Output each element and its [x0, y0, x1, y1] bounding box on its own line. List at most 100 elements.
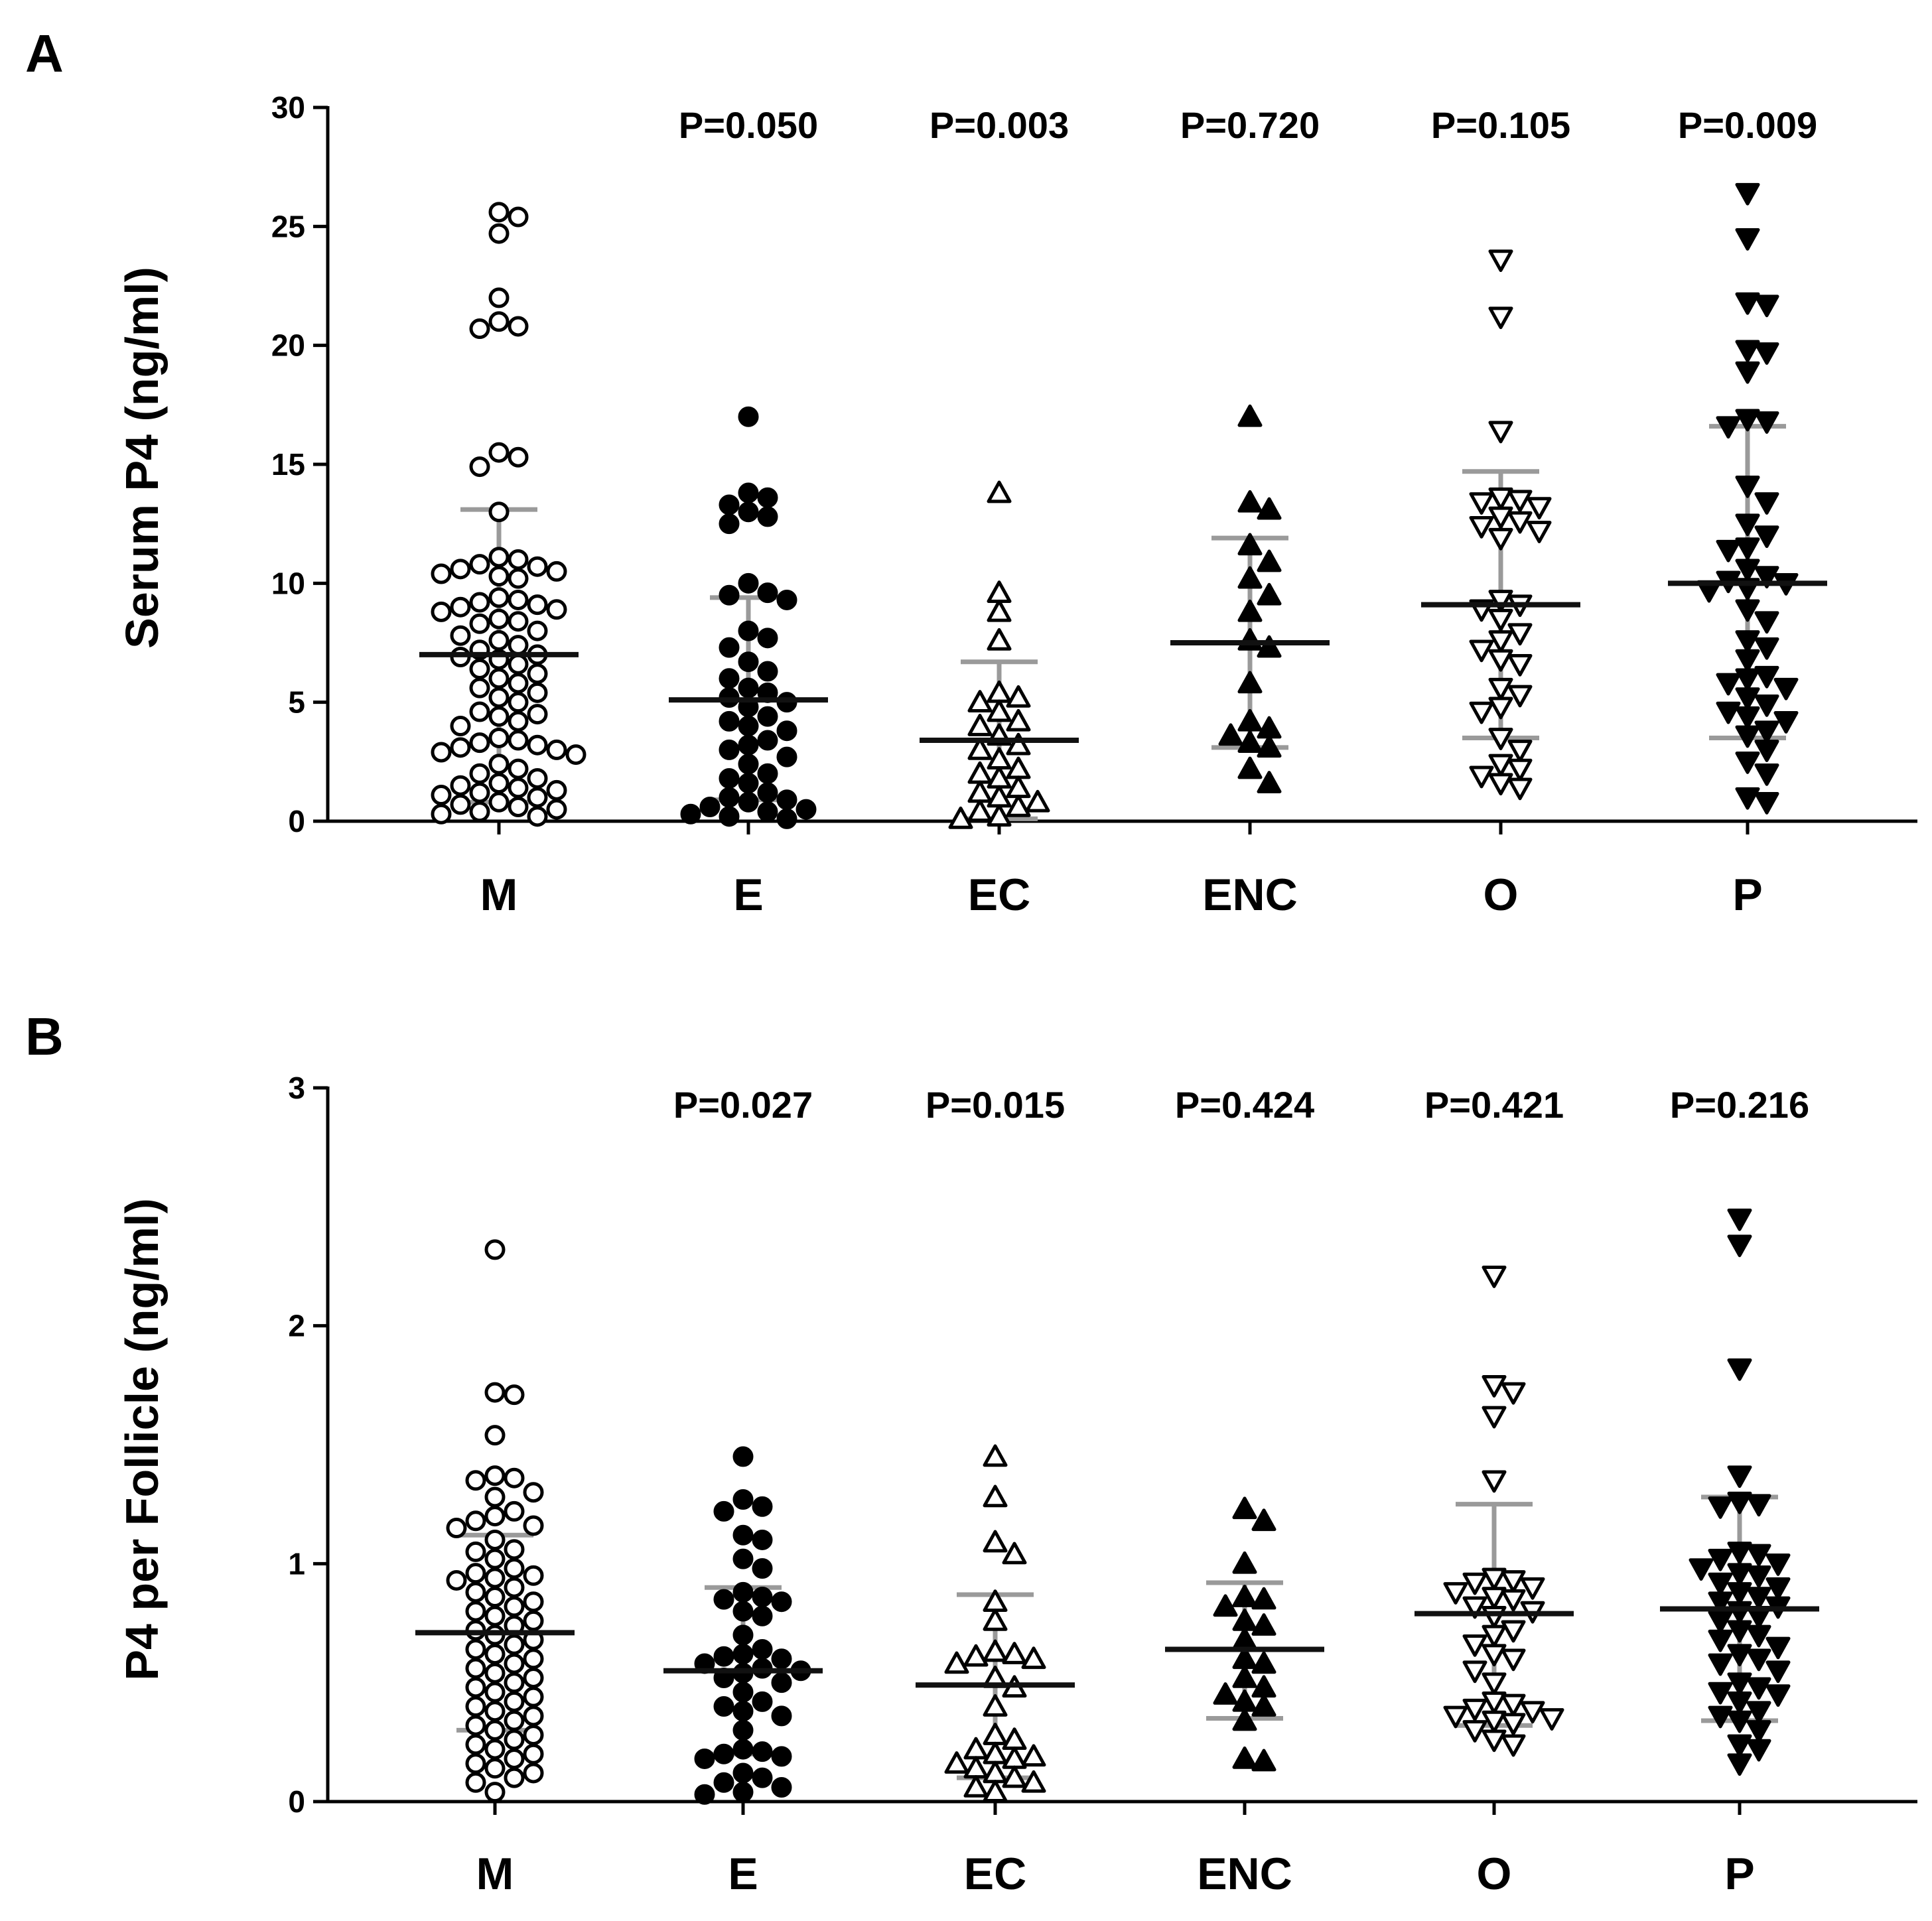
panel-a-y-tick-label: 20 — [271, 328, 305, 363]
panel-a-point-enc — [1257, 582, 1282, 606]
panel-a-point-enc — [1237, 628, 1263, 651]
panel-b-point-m — [465, 1734, 486, 1755]
panel-a-point-ec — [1006, 794, 1031, 817]
panel-b-point-e — [732, 1624, 754, 1646]
panel-a-point-o — [1488, 630, 1513, 653]
panel-a-point-m — [450, 794, 471, 815]
panel-b-point-o — [1482, 1691, 1507, 1714]
panel-a-point-ec — [967, 714, 993, 736]
panel-b-point-e — [771, 1648, 792, 1670]
panel-b-point-m — [523, 1565, 544, 1586]
panel-a-point-p — [1735, 649, 1760, 672]
panel-b-x-tick-label: E — [728, 1849, 758, 1899]
panel-b-point-p — [1727, 1563, 1752, 1586]
panel-a-point-m — [488, 754, 510, 775]
panel-a-point-m — [469, 677, 490, 698]
panel-a-point-o — [1507, 685, 1533, 708]
panel-b-x-tick-label: P — [1724, 1849, 1754, 1899]
panel-a-point-m — [527, 682, 548, 703]
panel-a-point-m — [508, 673, 529, 694]
panel-a-point-o — [1469, 701, 1494, 724]
panel-b-group-enc: ENC P=0.424 — [1165, 1084, 1324, 1899]
panel-a-point-ec — [967, 761, 993, 784]
panel-a-point-m — [450, 775, 471, 796]
panel-a-point-ec — [987, 599, 1012, 622]
panel-b-point-e — [732, 1489, 754, 1510]
panel-a-point-m — [488, 566, 510, 587]
panel-b-point-p — [1708, 1611, 1733, 1633]
panel-b-point-ec — [1002, 1765, 1027, 1788]
panel-b-point-e — [732, 1581, 754, 1603]
panel-b-point-o — [1482, 1375, 1507, 1398]
panel-a-point-m — [527, 620, 548, 641]
panel-b-point-o — [1501, 1620, 1526, 1643]
panel-a-y-tick-label: 30 — [271, 90, 305, 125]
panel-a-point-p — [1735, 752, 1760, 774]
panel-b-point-p — [1708, 1548, 1733, 1571]
panel-a-point-m — [546, 799, 567, 820]
panel-b-point-e — [713, 1743, 734, 1764]
panel-b-point-m — [504, 1710, 525, 1731]
panel-a-point-e — [738, 406, 759, 427]
panel-a-group-p: P P=0.009 — [1668, 104, 1827, 920]
panel-b-point-o — [1462, 1720, 1487, 1743]
panel-a-point-m — [488, 687, 510, 708]
panel-a-point-p — [1735, 292, 1760, 315]
panel-b-point-enc — [1232, 1496, 1257, 1520]
panel-a-point-m — [488, 587, 510, 608]
panel-a-point-p — [1735, 725, 1760, 748]
panel-b-point-ec — [983, 1639, 1008, 1662]
panel-a-point-e — [757, 487, 778, 508]
panel-a-point-ec — [987, 580, 1012, 603]
panel-b-point-o — [1462, 1596, 1487, 1619]
panel-b-point-m — [504, 1767, 525, 1788]
panel-a-point-m — [450, 596, 471, 618]
panel-a-point-e — [719, 710, 740, 732]
panel-b-pvalue-e: P=0.027 — [673, 1084, 813, 1126]
panel-b-point-m — [484, 1425, 506, 1446]
panel-b-point-p — [1746, 1544, 1771, 1567]
panel-a-point-o — [1488, 649, 1513, 672]
panel-a-point-m — [488, 727, 510, 748]
panel-a-point-ec — [987, 628, 1012, 651]
panel-a-point-ec — [948, 806, 973, 829]
panel-b-point-p — [1765, 1636, 1791, 1660]
panel-a-point-m — [508, 206, 529, 228]
panel-a-point-e — [738, 572, 759, 594]
panel-a-point-o — [1488, 506, 1513, 529]
panel-b-point-o — [1482, 1605, 1507, 1628]
panel-a-point-m — [508, 710, 529, 732]
panel-a-point-enc — [1218, 723, 1243, 746]
panel-b-point-p — [1727, 1582, 1752, 1605]
panel-b-point-o — [1482, 1266, 1507, 1288]
panel-a-point-ec — [987, 480, 1012, 503]
panel-b-point-p — [1708, 1682, 1733, 1705]
panel-b-point-ec — [1021, 1646, 1046, 1670]
panel-b-point-p — [1727, 1491, 1752, 1514]
panel-a-y-tick-label: 25 — [271, 209, 305, 243]
panel-a-point-m — [488, 442, 510, 463]
panel-a-point-enc — [1237, 566, 1263, 589]
panel-a-point-p — [1735, 361, 1760, 384]
panel-a-point-o — [1507, 623, 1533, 646]
panel-a-point-p — [1754, 566, 1779, 589]
panel-a-point-p — [1716, 673, 1741, 696]
panel-a-point-m — [488, 223, 510, 244]
panel-a-point-m — [546, 739, 567, 760]
panel-a-point-e — [738, 677, 759, 698]
panel-b-point-m — [504, 1577, 525, 1598]
panel-b-point-o — [1501, 1693, 1526, 1717]
panel-b-point-e — [732, 1719, 754, 1741]
panel-a-plot: 0 5 10 15 20 25 30 M E P=0.050 EC P=0.003 ENC P=0.720… — [271, 90, 1917, 920]
panel-a-point-e — [738, 773, 759, 794]
panel-a-point-e — [719, 668, 740, 689]
panel-a-point-o — [1488, 306, 1513, 330]
panel-b-point-m — [523, 1515, 544, 1536]
panel-a-point-p — [1754, 611, 1779, 634]
panel-b-point-m — [523, 1648, 544, 1670]
panel-b-point-ec — [983, 1694, 1008, 1717]
panel-a-point-p — [1735, 182, 1760, 206]
panel-a-pvalue-o: P=0.105 — [1431, 104, 1570, 146]
panel-a-point-m — [508, 589, 529, 610]
panel-a-point-p — [1735, 599, 1760, 622]
